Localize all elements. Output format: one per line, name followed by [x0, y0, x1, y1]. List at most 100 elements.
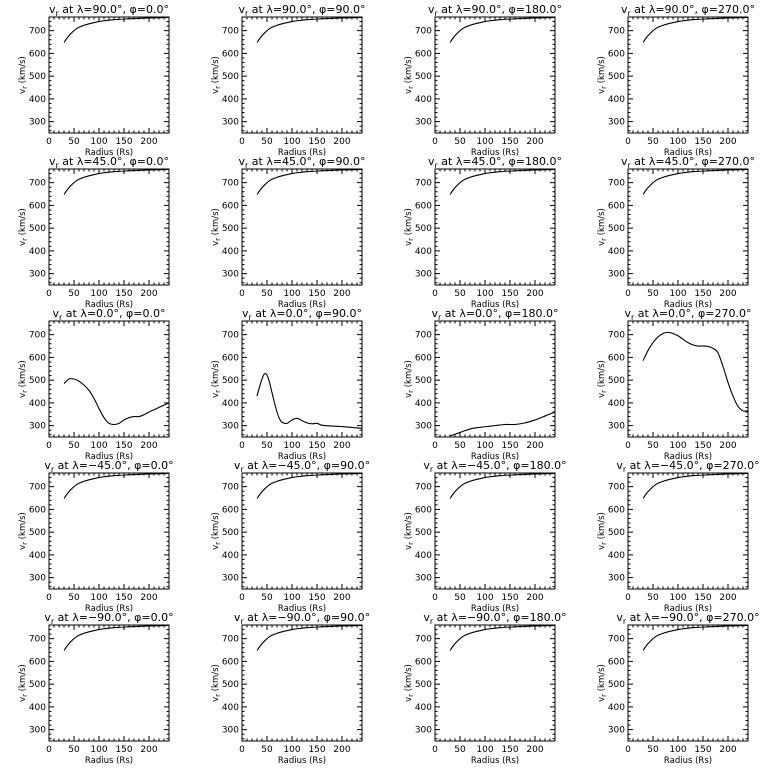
- x-axis-label: Radius (Rs): [278, 452, 326, 462]
- y-axis-label: vr (km/s): [211, 360, 222, 398]
- x-tick-label: 50: [261, 745, 273, 755]
- series-line: [642, 331, 748, 412]
- x-tick-label: 50: [454, 137, 466, 147]
- subplot-title: vr at λ=45.0°, φ=270.0°: [621, 155, 755, 170]
- series-line: [63, 625, 169, 651]
- x-tick-label: 0: [432, 593, 438, 603]
- x-tick-label: 150: [694, 745, 711, 755]
- y-tick-label: 400: [415, 703, 432, 713]
- subplot-title: vr at λ=45.0°, φ=180.0°: [428, 155, 562, 170]
- y-tick-label: 400: [222, 703, 239, 713]
- y-axis-label: vr (km/s): [404, 360, 415, 398]
- y-tick-label: 300: [29, 270, 46, 280]
- x-axis-label: Radius (Rs): [471, 300, 519, 310]
- x-tick-label: 100: [669, 137, 686, 147]
- x-tick-label: 100: [476, 137, 493, 147]
- subplot-title: vr at λ=45.0°, φ=90.0°: [238, 155, 365, 170]
- x-tick-label: 200: [719, 289, 736, 299]
- subplot-title: vr at λ=−90.0°, φ=90.0°: [234, 611, 370, 626]
- x-axis-label: Radius (Rs): [664, 604, 712, 614]
- y-tick-label: 600: [222, 353, 239, 363]
- x-tick-label: 200: [140, 137, 157, 147]
- x-tick-label: 100: [90, 441, 107, 451]
- x-tick-label: 150: [501, 593, 518, 603]
- plot-frame: [434, 168, 556, 286]
- x-tick-label: 150: [501, 441, 518, 451]
- x-axis-label: Radius (Rs): [278, 756, 326, 766]
- subplot-title: vr at λ=0.0°, φ=90.0°: [242, 307, 362, 322]
- y-tick-label: 300: [29, 574, 46, 584]
- x-tick-label: 50: [261, 593, 273, 603]
- y-tick-label: 400: [29, 551, 46, 561]
- plot-frame: [434, 624, 556, 742]
- series-line: [256, 17, 362, 43]
- x-tick-label: 150: [115, 593, 132, 603]
- x-tick-label: 150: [115, 137, 132, 147]
- x-tick-label: 50: [68, 137, 80, 147]
- subplot: vr at λ=0.0°, φ=0.0° 0 50 100 150 200 300 400 50…: [18, 307, 170, 462]
- plot-frame: [241, 320, 363, 438]
- y-tick-label: 700: [415, 635, 432, 645]
- x-tick-label: 200: [140, 441, 157, 451]
- x-axis-label: Radius (Rs): [278, 148, 326, 158]
- x-tick-label: 0: [625, 745, 631, 755]
- y-axis-label: vr (km/s): [597, 360, 608, 398]
- y-tick-label: 300: [222, 726, 239, 736]
- y-tick-label: 500: [29, 224, 46, 234]
- x-tick-label: 200: [526, 745, 543, 755]
- y-tick-label: 600: [222, 505, 239, 515]
- x-tick-label: 0: [239, 289, 245, 299]
- x-axis-label: Radius (Rs): [85, 604, 133, 614]
- x-tick-label: 50: [454, 441, 466, 451]
- plot-frame: [48, 624, 170, 742]
- subplot-title: vr at λ=−90.0°, φ=270.0°: [616, 611, 759, 626]
- subplot: vr at λ=45.0°, φ=0.0° 0 50 100 150 200 300 400 5…: [18, 155, 170, 310]
- y-tick-label: 400: [608, 703, 625, 713]
- plot-frame: [48, 168, 170, 286]
- x-tick-label: 50: [647, 745, 659, 755]
- y-tick-label: 600: [415, 353, 432, 363]
- y-tick-label: 600: [415, 201, 432, 211]
- subplot: vr at λ=90.0°, φ=0.0° 0 50 100 150 200 300 400 5…: [18, 3, 170, 158]
- y-tick-label: 400: [222, 399, 239, 409]
- y-tick-label: 400: [415, 95, 432, 105]
- y-tick-label: 300: [608, 422, 625, 432]
- x-axis-label: Radius (Rs): [471, 756, 519, 766]
- x-tick-label: 50: [647, 137, 659, 147]
- series-line: [63, 17, 169, 43]
- y-tick-label: 400: [29, 247, 46, 257]
- x-tick-label: 100: [476, 745, 493, 755]
- y-tick-label: 300: [29, 726, 46, 736]
- x-tick-label: 50: [454, 745, 466, 755]
- x-tick-label: 200: [719, 745, 736, 755]
- x-tick-label: 0: [239, 593, 245, 603]
- y-tick-label: 700: [222, 635, 239, 645]
- plot-frame: [241, 624, 363, 742]
- x-axis-label: Radius (Rs): [85, 452, 133, 462]
- x-tick-label: 100: [476, 441, 493, 451]
- y-axis-label: vr (km/s): [18, 512, 29, 550]
- subplot: vr at λ=−90.0°, φ=270.0° 0 50 100 150 200 300 4…: [597, 611, 760, 766]
- x-tick-label: 50: [454, 593, 466, 603]
- y-tick-label: 300: [415, 574, 432, 584]
- y-tick-label: 400: [608, 551, 625, 561]
- y-tick-label: 700: [29, 27, 46, 37]
- x-axis-label: Radius (Rs): [85, 300, 133, 310]
- y-tick-label: 500: [415, 224, 432, 234]
- y-tick-label: 700: [608, 331, 625, 341]
- y-tick-label: 600: [608, 201, 625, 211]
- x-tick-label: 200: [526, 441, 543, 451]
- subplot: vr at λ=90.0°, φ=270.0° 0 50 100 150 200 300 40…: [597, 3, 755, 158]
- x-tick-label: 0: [432, 137, 438, 147]
- y-tick-label: 600: [415, 505, 432, 515]
- y-tick-label: 500: [608, 376, 625, 386]
- subplot-title: vr at λ=45.0°, φ=0.0°: [49, 155, 169, 170]
- y-tick-label: 500: [222, 72, 239, 82]
- series-line: [449, 169, 555, 195]
- x-tick-label: 150: [308, 137, 325, 147]
- y-axis-label: vr (km/s): [211, 208, 222, 246]
- series-line: [256, 372, 362, 429]
- y-tick-label: 300: [415, 270, 432, 280]
- series-line: [449, 411, 555, 437]
